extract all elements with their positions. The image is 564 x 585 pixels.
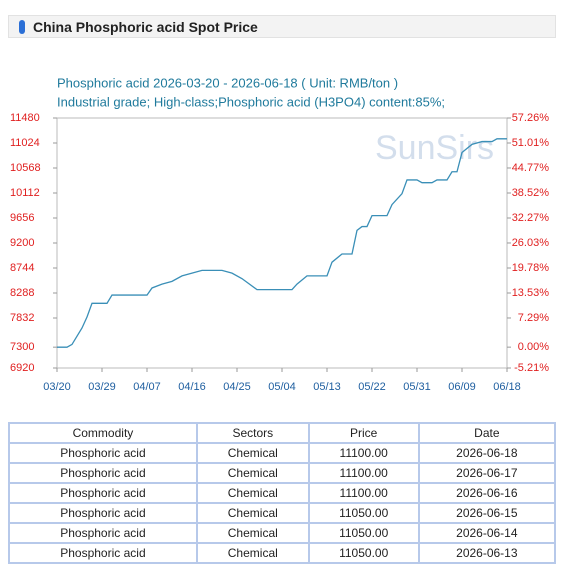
y2-tick-label: 7.29% [518,312,549,324]
table-cell: Chemical [195,522,310,544]
table-cell: 11050.00 [307,522,420,544]
table-header: Commodity Sectors Price Date [8,422,557,444]
table-cell: Chemical [195,442,310,464]
y-tick-label: 7832 [10,312,34,324]
x-tick-label: 04/07 [133,381,161,393]
x-tick-label: 03/29 [88,381,116,393]
table-row: Phosphoric acid Chemical 11050.00 2026-06-1… [8,542,557,564]
header-icon [19,20,25,34]
x-tick-label: 04/25 [223,381,251,393]
x-tick-label: 05/22 [358,381,386,393]
y-tick-label: 6920 [10,362,34,374]
y-tick-label: 10112 [10,187,40,199]
y2-tick-label: 13.53% [512,287,550,299]
y2-tick-label: 26.03% [512,237,550,249]
watermark: SunSirs [375,129,494,167]
y2-tick-label: 38.52% [512,187,550,199]
table-row: Phosphoric acid Chemical 11050.00 2026-06-1… [8,522,557,544]
y2-tick-label: 57.26% [512,112,550,124]
x-tick-label: 05/04 [268,381,296,393]
y2-tick-label: 51.01% [512,137,550,149]
table-cell: 11100.00 [307,462,420,484]
y2-tick-label: 19.78% [512,262,550,274]
table-row: Phosphoric acid Chemical 11050.00 2026-06-1… [8,502,557,524]
chart-subtitle: Industrial grade; High-class;Phosphoric … [57,94,445,109]
y2-tick-label: 0.00% [518,341,549,353]
table-cell: 2026-06-17 [417,462,557,484]
x-tick-label: 06/18 [493,381,521,393]
table-cell: 2026-06-15 [417,502,557,524]
table-cell: 2026-06-14 [417,522,557,544]
header-title: China Phosphoric acid Spot Price [33,19,258,35]
table-cell: 11050.00 [307,502,420,524]
table-cell: Phosphoric acid [8,542,198,564]
y-tick-label: 7300 [10,341,34,353]
column-header: Date [417,422,557,444]
y-tick-label: 10568 [10,162,41,174]
y-tick-label: 11480 [10,112,40,124]
column-header: Sectors [195,422,310,444]
chart-title: Phosphoric acid 2026-03-20 - 2026-06-18 … [57,75,398,90]
table-row: Phosphoric acid Chemical 11100.00 2026-06-1… [8,482,557,504]
y2-tick-label: 32.27% [512,212,550,224]
table-cell: Phosphoric acid [8,442,198,464]
table-cell: Phosphoric acid [8,502,198,524]
column-header: Price [307,422,420,444]
y-tick-label: 9656 [10,212,34,224]
table-cell: Chemical [195,542,310,564]
price-line [57,138,507,348]
x-tick-label: 03/20 [43,381,71,393]
table-row: Phosphoric acid Chemical 11100.00 2026-06-1… [8,462,557,484]
y-tick-label: 11024 [10,137,40,149]
x-tick-label: 05/13 [313,381,341,393]
y-tick-label: 8744 [10,262,34,274]
table-cell: Phosphoric acid [8,482,198,504]
table-cell: 2026-06-16 [417,482,557,504]
x-tick-label: 05/31 [403,381,431,393]
table-cell: 2026-06-18 [417,442,557,464]
y2-tick-label: 44.77% [512,162,550,174]
x-tick-label: 06/09 [448,381,476,393]
table-cell: 11100.00 [307,442,420,464]
table-cell: Phosphoric acid [8,462,198,484]
table-cell: 11050.00 [307,542,420,564]
price-table: Commodity Sectors Price Date Phosphoric acid… [8,422,557,564]
y-tick-label: 8288 [10,287,34,299]
table-cell: 2026-06-13 [417,542,557,564]
y2-tick-label: -5.21% [514,362,549,374]
chart: Phosphoric acid 2026-03-20 - 2026-06-18 … [10,75,550,393]
table-cell: Chemical [195,462,310,484]
header-bar: China Phosphoric acid Spot Price [8,15,556,38]
table-cell: Phosphoric acid [8,522,198,544]
table-cell: Chemical [195,502,310,524]
table-cell: 11100.00 [307,482,420,504]
y-tick-label: 9200 [10,237,34,249]
table-cell: Chemical [195,482,310,504]
table-row: Phosphoric acid Chemical 11100.00 2026-06-1… [8,442,557,464]
column-header: Commodity [8,422,198,444]
x-tick-label: 04/16 [178,381,206,393]
